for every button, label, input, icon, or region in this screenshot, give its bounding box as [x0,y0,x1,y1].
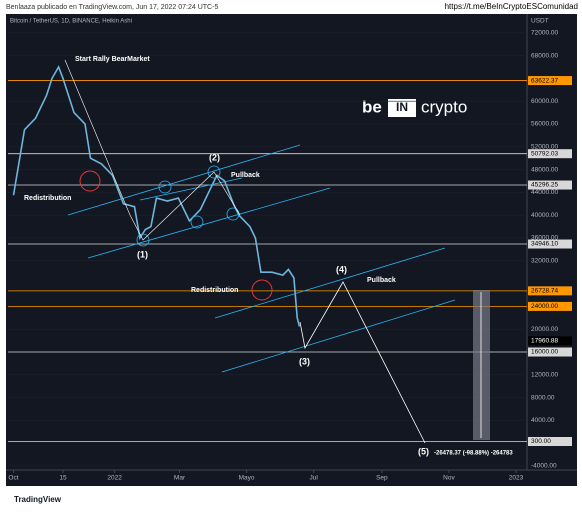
level-label: 50792.03 [531,150,558,157]
pivot-circle [190,215,204,229]
annotation: Start Rally BearMarket [75,56,150,63]
annotation: (1) [137,249,148,259]
level-label: 24000.00 [531,303,558,310]
logo-left: be [362,97,382,116]
x-tick-label: Oct [8,475,18,482]
level-label-box [528,286,572,296]
channel-line [139,177,243,201]
y-tick-label: 60000.00 [531,98,558,105]
price-line [12,65,301,327]
y-tick-label: 36000.00 [531,235,558,242]
link: https://t.me/BeInCryptoESComunidad [445,2,578,11]
y-tick-label: 8000.00 [531,394,555,401]
x-tick-label: Nov [443,475,455,482]
y-tick-label: -4000.00 [531,463,557,470]
annotation: (2) [209,152,220,162]
annotation: Redistribution [24,195,71,202]
author-line: Benlaaza publicado en TradingView.com, J… [6,4,218,11]
annotation: (5) [418,446,429,456]
footer: TradingView [14,495,62,504]
level-label: 26728.74 [531,288,558,295]
level-label: 16000.00 [531,349,558,356]
level-label: 300.00 [531,438,551,445]
level-label: 45296.25 [531,182,558,189]
plot-layer [8,32,527,467]
annotation: (3) [299,356,310,366]
channel-line [87,187,331,259]
annotation: Redistribution [191,287,238,294]
x-tick-label: Mar [174,475,186,482]
level-label: 63622.37 [531,77,558,84]
chart-panel [6,14,577,486]
highlight-circle [79,170,101,192]
annotation: Pullback [231,172,260,179]
measure-box [473,290,490,440]
annotations: Start Rally BearMarket (2) Pullback Redi… [24,56,513,457]
x-tick-label: Mayo [239,475,255,482]
pivot-circle [136,233,150,247]
level-label-box [528,301,572,311]
y-tick-label: 72000.00 [531,30,558,37]
y-tick-label: 4000.00 [531,417,555,424]
wave-path [64,59,241,241]
level-label-box [528,239,572,249]
x-tick-label: 2023 [509,475,524,482]
pivot-circle [226,207,240,221]
y-tick-label: 40000.00 [531,212,558,219]
y-tick-label: 52000.00 [531,144,558,151]
y-tick-label: 44000.00 [531,189,558,196]
logo: be IN crypto [362,97,467,117]
highlight-circle [251,279,273,301]
x-tick-label: 2022 [107,475,122,482]
level-label-box [528,149,572,159]
x-tick-label: Jul [310,475,319,482]
channel-line [221,299,456,373]
x-tick-label: 15 [59,475,67,482]
level-label-box [528,437,572,446]
y-tick-label: 20000.00 [531,326,558,333]
logo-right: crypto [421,97,467,116]
level-label-box [528,180,572,190]
level-label-box [528,336,572,346]
level-label-box [528,76,572,86]
chart-title: Bitcoin / TetherUS, 1D, BINANCE, Heikin … [10,19,132,25]
annotation: -26478.37 (-98.88%) -264783 [434,451,513,457]
channel-line [67,144,301,216]
channel-line [214,247,446,319]
level-label: 34946.10 [531,241,558,248]
circles [136,165,240,247]
y-unit: USDT [531,18,549,25]
y-tick-label: 32000.00 [531,258,558,265]
y-tick-label: 12000.00 [531,372,558,379]
level-label-box [528,347,572,357]
y-tick-label: 48000.00 [531,166,558,173]
channels [67,144,456,373]
annotation: Pullback [367,277,396,284]
y-tick-label: 56000.00 [531,121,558,128]
logo-mid: IN [396,100,408,114]
projection-path [299,281,426,444]
level-label: 17960.88 [531,338,558,345]
pivot-circle [207,165,221,179]
pivot-circle [158,180,172,194]
annotation: (4) [336,264,347,274]
circles [79,170,273,301]
logo-box [388,99,416,117]
y-tick-label: 68000.00 [531,52,558,59]
x-tick-label: Sep [376,475,388,482]
